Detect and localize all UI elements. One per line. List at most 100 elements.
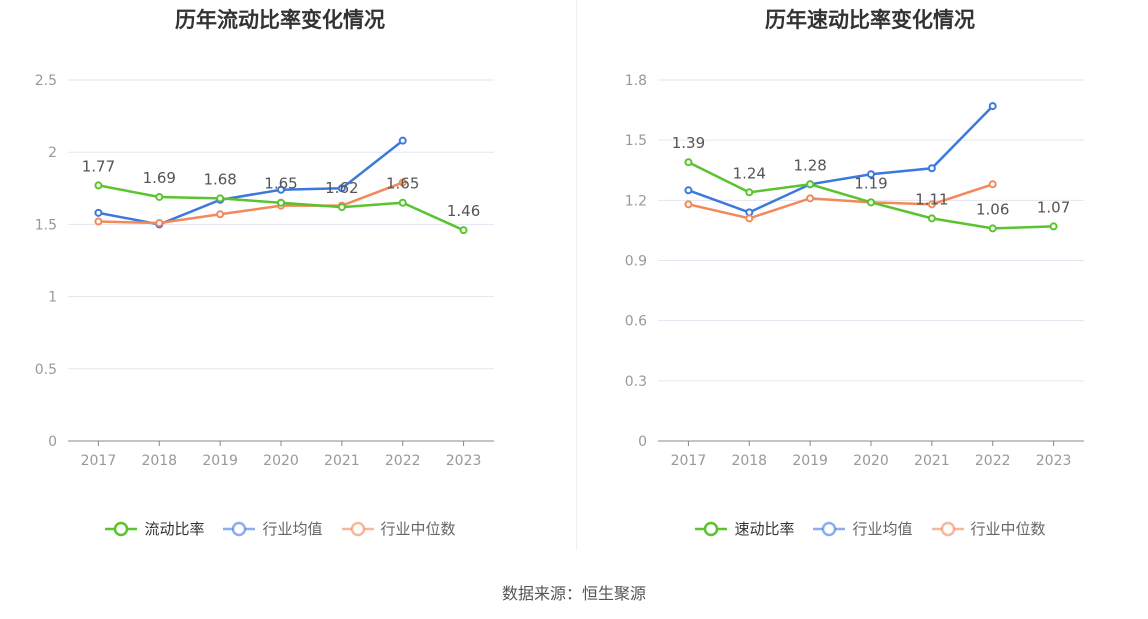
data-label: 1.07 [1037,198,1070,216]
legend-label: 行业中位数 [970,520,1046,538]
data-label: 1.19 [854,174,887,192]
legend-label: 速动比率 [734,520,795,538]
legend-marker [822,521,837,536]
data-point [398,136,407,145]
data-point [988,224,997,233]
series-line [688,183,994,220]
data-label: 1.28 [793,156,826,174]
x-tick-label: 2023 [1036,453,1072,469]
data-label: 1.24 [733,164,766,182]
data-point [277,185,285,194]
chart-plot: 0 0.3 0.6 0.9 1.2 1.5 1.8 2017 2018 2019 2020 2021 2… [625,73,1084,469]
y-tick-label: 0 [638,434,647,450]
data-point [155,192,164,201]
data-point [277,198,285,207]
x-tick-label: 2020 [853,453,889,469]
data-point [94,181,103,190]
data-point [94,217,103,226]
legend-item[interactable]: 行业中位数 [931,518,1046,539]
data-point [927,200,936,209]
data-label: 1.65 [386,175,419,193]
data-point [745,188,754,197]
data-point [459,226,468,235]
data-point [867,198,875,207]
legend-item[interactable]: 行业中位数 [341,518,456,539]
x-tick-label: 2019 [202,453,238,469]
x-tick-label: 2022 [385,453,421,469]
y-tick-label: 1.5 [625,133,647,149]
legend-label: 行业中位数 [380,520,456,538]
legend-marker [350,521,365,536]
data-label: 1.62 [325,179,358,197]
data-point [337,184,346,193]
data-point [1049,222,1058,231]
legend-swatch-icon [223,521,256,536]
data-point [988,180,997,189]
legend-swatch-icon [813,521,846,536]
data-label: 1.11 [915,190,948,208]
legend-swatch-icon [931,521,964,536]
y-tick-label: 1.8 [625,73,647,89]
y-tick-label: 2.5 [35,73,57,89]
data-point [806,180,815,189]
data-label: 1.65 [264,175,297,193]
data-label: 1.68 [203,170,236,188]
y-tick-label: 2 [48,145,57,161]
data-point [337,203,346,212]
chart-plot: 0 0.5 1 1.5 2 2.5 2017 2018 2019 2020 2021 2022 2023… [35,73,494,469]
data-point [806,194,815,203]
y-tick-label: 0.3 [625,374,647,390]
legend-marker [114,521,129,536]
x-tick-label: 2021 [914,453,950,469]
legend-marker [232,521,247,536]
data-point [684,200,693,209]
y-tick-label: 0.6 [625,314,647,330]
data-source: 数据来源：恒生聚源 [501,584,646,603]
data-point [684,158,693,167]
chart-title: 历年流动比率变化情况 [175,8,385,32]
legend-swatch-icon [341,521,374,536]
series-line [688,105,994,214]
y-tick-label: 0.9 [625,254,647,270]
x-tick-label: 2022 [975,453,1011,469]
chart-legend: 流动比率 行业均值 行业中位数 [0,518,560,539]
x-tick-label: 2019 [792,453,828,469]
x-tick-label: 2020 [263,453,299,469]
legend-swatch-icon [695,521,728,536]
chart-legend: 速动比率 行业均值 行业中位数 [590,518,1148,539]
data-point [155,218,164,227]
data-label: 1.39 [672,134,705,152]
data-point [745,214,754,223]
legend-item[interactable]: 行业均值 [812,518,913,539]
x-tick-label: 2018 [141,453,177,469]
data-point [684,186,693,195]
series-line [98,181,404,225]
legend-label: 流动比率 [144,520,205,538]
legend-item[interactable]: 速动比率 [694,518,794,539]
data-point [927,164,936,173]
y-tick-label: 1.2 [625,193,647,209]
data-point [988,102,997,111]
y-tick-label: 1.5 [35,217,57,233]
legend-label: 行业均值 [852,520,913,538]
legend-marker [940,521,955,536]
y-tick-label: 0.5 [35,362,57,378]
data-label: 1.69 [143,169,176,187]
legend-item[interactable]: 行业均值 [222,518,323,539]
data-label: 1.77 [82,157,115,175]
data-point [398,198,407,207]
data-point [216,194,225,203]
y-tick-label: 0 [48,434,57,450]
panel-divider [576,0,577,550]
legend-marker [704,521,719,536]
legend-item[interactable]: 流动比率 [104,518,204,539]
x-tick-label: 2021 [324,453,360,469]
x-tick-label: 2017 [671,453,707,469]
data-label: 1.06 [976,200,1009,218]
data-point [927,214,936,223]
y-tick-label: 1 [48,290,57,306]
x-tick-label: 2023 [446,453,482,469]
x-tick-label: 2017 [81,453,117,469]
current-ratio-chart: 历年流动比率变化情况 0 0.5 1 1.5 2 2.5 2017 2018 2019 2020 2… [0,0,574,560]
x-tick-label: 2018 [731,453,767,469]
